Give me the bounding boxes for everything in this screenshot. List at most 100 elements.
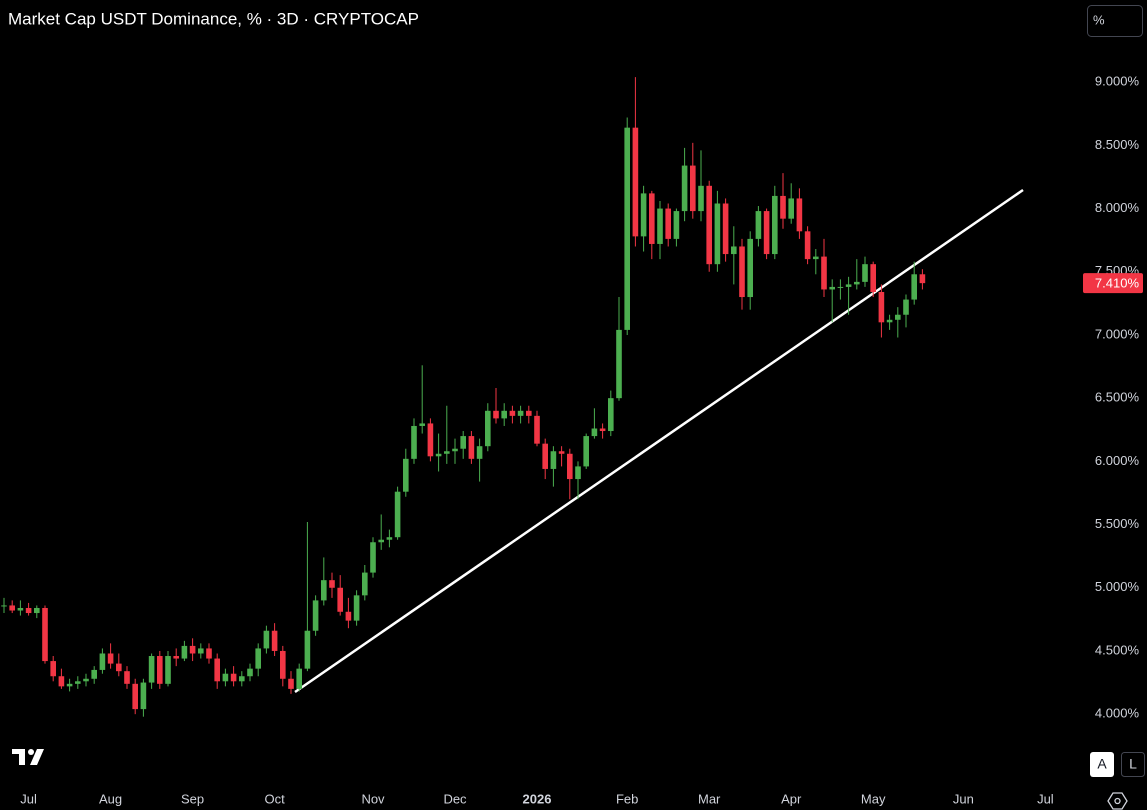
candle-body (50, 661, 56, 677)
candle-body (271, 630, 278, 651)
x-tick-label: 2026 (523, 791, 552, 806)
x-tick-label: Dec (443, 791, 467, 806)
candle-body (411, 425, 417, 459)
auto-button[interactable] (1090, 752, 1114, 777)
candle-body (427, 423, 434, 457)
settings-icon[interactable] (1107, 792, 1128, 810)
candle-body (501, 410, 507, 419)
candle-body (124, 671, 130, 684)
candle-body (296, 668, 302, 689)
candle-body (575, 466, 581, 480)
candle-body (517, 410, 524, 416)
y-tick-label: 8.000% (1095, 200, 1140, 215)
candle-body (911, 274, 917, 300)
x-tick-label: Oct (264, 791, 285, 806)
candle-body (337, 587, 343, 612)
candle-body (34, 607, 40, 614)
candle-body (845, 284, 852, 287)
candle-body (919, 274, 926, 284)
candle-body (353, 595, 360, 621)
candle-body (493, 410, 499, 419)
candle-body (903, 299, 909, 315)
candle-body (698, 185, 704, 212)
candle-body (206, 648, 212, 659)
candle-body (148, 656, 155, 683)
logo-part (12, 749, 25, 754)
candle-body (403, 458, 409, 492)
candle-body (632, 127, 639, 237)
candle-body (509, 410, 516, 416)
candle-body (75, 681, 81, 684)
candle-body (9, 605, 15, 611)
candle-body (378, 539, 384, 543)
candle-body (321, 580, 327, 601)
candle-body (312, 600, 319, 631)
candle-body (255, 648, 261, 669)
candle-body (788, 198, 794, 219)
x-tick-label: Nov (361, 791, 385, 806)
candle-body (329, 580, 335, 588)
candle-body (362, 572, 368, 596)
candle-body (99, 653, 106, 670)
candle-body (288, 678, 294, 689)
candle-body (419, 423, 425, 426)
candle-body (42, 607, 48, 662)
candle-body (591, 428, 598, 437)
candle-body (616, 329, 622, 399)
candle-body (173, 656, 179, 659)
log-button[interactable] (1121, 752, 1145, 777)
y-tick-label: 6.500% (1095, 390, 1140, 405)
candle-body (239, 676, 245, 682)
candle-body (804, 231, 811, 260)
candle-body (567, 453, 573, 480)
logo-part (28, 749, 34, 755)
y-tick-label: 5.500% (1095, 516, 1140, 531)
candle-body (140, 682, 147, 710)
candle-body (739, 246, 745, 298)
x-tick-label: Jul (20, 791, 37, 806)
candle-body (25, 607, 32, 614)
auto-button-label[interactable]: A (1097, 756, 1107, 772)
y-tick-label: 4.500% (1095, 642, 1140, 657)
log-button-label[interactable]: L (1129, 756, 1137, 772)
candle-body (476, 446, 483, 459)
y-tick-label: 8.500% (1095, 137, 1140, 152)
candle-body (624, 127, 630, 330)
candle-body (862, 264, 868, 282)
candle-body (747, 238, 753, 298)
candle-body (107, 653, 114, 664)
candle-body (132, 683, 138, 710)
candle-body (345, 611, 352, 621)
candle-body (394, 491, 401, 538)
x-tick-label: Sep (181, 791, 204, 806)
candle-body (657, 208, 663, 244)
gear-center[interactable] (1114, 797, 1121, 805)
candle-body (534, 415, 540, 444)
candle-body (526, 410, 532, 416)
candle-body (83, 678, 89, 682)
gear-outline[interactable] (1107, 792, 1128, 810)
y-tick-label: 5.000% (1095, 579, 1140, 594)
candle-body (452, 448, 458, 452)
candle-body (878, 291, 885, 323)
candle-body (304, 630, 311, 669)
last-price-tag (1083, 273, 1143, 294)
scale-button[interactable] (1087, 5, 1143, 37)
candle-body (681, 165, 688, 212)
candle-body (870, 264, 876, 292)
candle-body (583, 436, 589, 467)
candle-body (157, 656, 163, 684)
candle-body (485, 410, 491, 447)
candle-body (608, 398, 614, 432)
y-tick-label: 6.000% (1095, 453, 1140, 468)
x-tick-label: May (861, 791, 886, 806)
scale-button-label[interactable]: % (1093, 12, 1105, 27)
candle-body (280, 650, 286, 679)
candle-body (66, 683, 73, 687)
x-tick-label: Aug (99, 791, 122, 806)
candle-body (706, 185, 712, 265)
y-tick-label: 4.000% (1095, 706, 1140, 721)
